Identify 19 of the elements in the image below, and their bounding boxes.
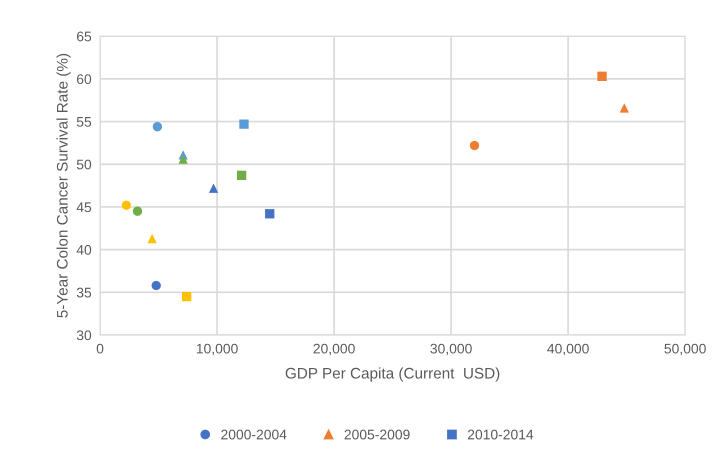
y-tick-label: 45 (76, 202, 92, 212)
x-tick-label: 40,000 (547, 344, 589, 356)
legend-label: 2010-2014 (468, 430, 534, 440)
y-tick-label: 60 (76, 74, 92, 84)
legend-label: 2000-2004 (221, 430, 287, 440)
x-tick-label: 20,000 (314, 344, 355, 356)
x-tick-label: 10,000 (196, 344, 238, 356)
y-axis-title: 5-Year Colon Cancer Survival Rate (%) (56, 54, 71, 318)
y-tick-label: 50 (76, 160, 92, 170)
y-tick-label: 35 (76, 288, 92, 298)
x-tick-label: 30,000 (430, 344, 472, 356)
legend-label: 2005-2009 (344, 430, 410, 440)
x-axis-title: GDP Per Capita (Current USD) (286, 367, 500, 382)
x-tick-label: 0 (96, 344, 104, 354)
y-tick-label: 40 (76, 244, 92, 255)
y-tick-label: 65 (76, 32, 92, 42)
y-tick-label: 55 (76, 117, 92, 127)
x-tick-label: 50,000 (664, 344, 706, 356)
y-tick-label: 30 (76, 330, 92, 340)
